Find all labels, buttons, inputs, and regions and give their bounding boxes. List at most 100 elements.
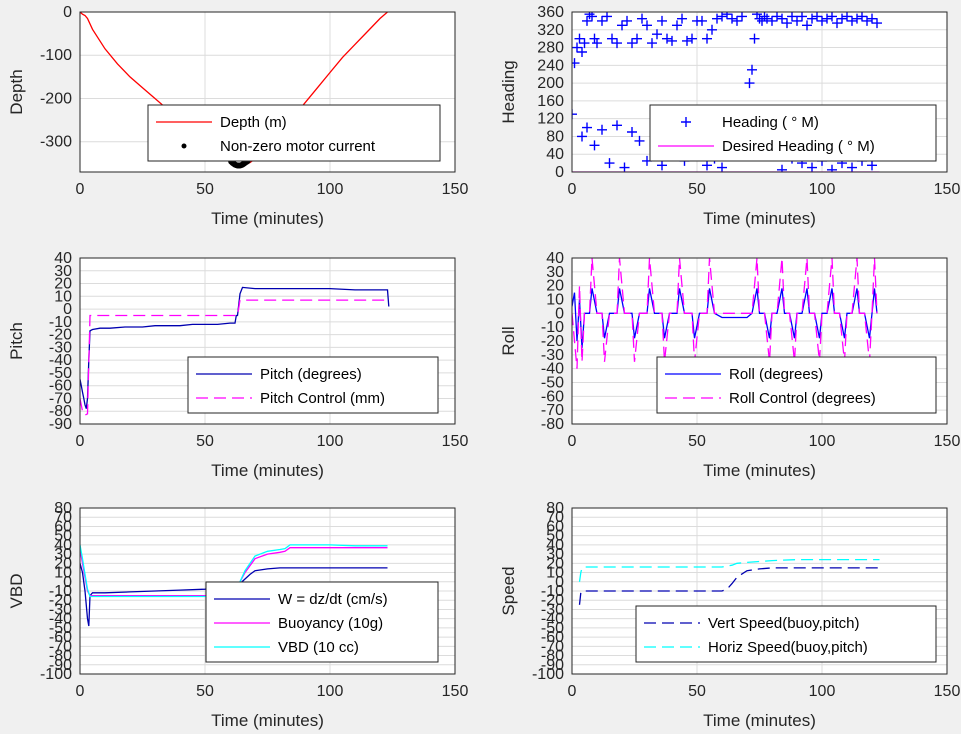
y-axis-label: VBD	[7, 574, 26, 609]
x-tick-label: 150	[442, 683, 469, 700]
x-tick-label: 50	[196, 683, 214, 700]
x-axis-label: Time (minutes)	[703, 461, 816, 480]
legend-marker	[181, 143, 187, 149]
legend-label: VBD (10 cc)	[278, 639, 359, 656]
data-point	[807, 162, 817, 172]
legend-box	[147, 104, 441, 162]
data-point	[812, 12, 822, 22]
y-tick-label: -40	[541, 611, 564, 628]
y-tick-label: -10	[541, 583, 564, 600]
x-axis-label: Time (minutes)	[211, 461, 324, 480]
x-tick-label: 100	[317, 433, 344, 450]
chart-pitch: 0 50 100 150403020100-10-20-30-40-50-60-70-…	[7, 250, 468, 480]
y-tick-label: 0	[555, 164, 564, 181]
y-tick-label: 120	[537, 111, 564, 128]
x-tick-label: 0	[568, 683, 577, 700]
data-point	[574, 33, 585, 44]
y-tick-label: -40	[49, 352, 72, 369]
x-tick-label: 0	[568, 433, 577, 450]
series-roll-1	[572, 258, 878, 369]
y-tick-label: 10	[54, 565, 72, 582]
data-point	[632, 33, 642, 44]
data-point	[582, 15, 592, 26]
data-point	[827, 164, 837, 172]
legend: W = dz/dt (cm/s) Buoyancy (10g) VBD (10 cc…	[205, 581, 439, 663]
legend: Vert Speed(buoy,pitch) Horiz Speed(buoy,p…	[635, 605, 937, 663]
data-point	[617, 20, 627, 31]
data-point	[602, 12, 612, 22]
y-tick-label: -60	[541, 388, 564, 405]
data-point	[767, 15, 777, 26]
y-tick-label: 80	[546, 500, 564, 517]
y-tick-label: 20	[546, 278, 564, 295]
y-tick-label: 10	[54, 288, 72, 305]
chart-depth: 0 50 100 150 0 -100 -200 -300 Time (minutes) Dept…	[7, 4, 468, 228]
data-point	[777, 13, 787, 24]
y-tick-label: 0	[63, 4, 72, 21]
axes-box	[571, 507, 948, 675]
y-tick-label: -60	[49, 629, 72, 646]
data-point	[857, 12, 867, 22]
chart-vbd: 0 50 100 15080706050403020100-10-20-30-40-5…	[7, 500, 468, 730]
chart-heading: 0 50 100 15004080120160200240280320360Time …	[499, 4, 960, 228]
legend-label: Vert Speed(buoy,pitch)	[708, 615, 859, 632]
data-point	[619, 162, 630, 172]
y-axis-label: Heading	[499, 60, 518, 123]
data-point	[777, 164, 787, 172]
legend-box	[205, 581, 439, 663]
y-tick-label: 0	[555, 305, 564, 322]
y-tick-label: 80	[54, 500, 72, 517]
y-tick-label: 40	[546, 250, 564, 267]
data-point	[717, 162, 727, 172]
data-point	[822, 13, 832, 24]
data-point	[572, 58, 580, 69]
data-point	[797, 12, 807, 22]
data-point	[772, 12, 782, 22]
legend-label: Heading ( ° M)	[722, 114, 819, 131]
x-tick-label: 0	[76, 181, 85, 198]
y-tick-label: 40	[546, 146, 564, 163]
data-point	[707, 24, 717, 35]
data-point	[657, 15, 667, 26]
legend-label: Horiz Speed(buoy,pitch)	[708, 639, 868, 656]
y-tick-label: -300	[40, 134, 72, 151]
data-point	[612, 120, 622, 131]
data-point	[677, 13, 687, 24]
data-point	[657, 160, 667, 171]
data-point	[584, 12, 595, 20]
data-point	[727, 13, 737, 24]
data-point	[572, 42, 582, 53]
y-axis-label: Speed	[499, 566, 518, 615]
y-tick-label: 360	[537, 4, 564, 21]
data-point	[604, 158, 615, 169]
data-point	[862, 15, 872, 26]
y-tick-label: -100	[532, 666, 564, 683]
data-point	[597, 124, 607, 135]
y-tick-label: 50	[546, 528, 564, 545]
y-tick-label: -70	[49, 390, 72, 407]
y-tick-label: 60	[546, 518, 564, 535]
data-point	[757, 15, 767, 26]
data-point	[627, 127, 637, 137]
y-tick-label: 30	[546, 546, 564, 563]
data-point	[577, 131, 587, 142]
legend-label: Roll Control (degrees)	[729, 390, 876, 407]
legend-label: Desired Heading ( ° M)	[722, 138, 875, 155]
data-point	[572, 109, 577, 120]
legend-label: Non-zero motor current	[220, 138, 376, 155]
data-point	[642, 20, 652, 31]
y-tick-label: -90	[541, 657, 564, 674]
data-point	[697, 15, 707, 26]
series-roll-0	[572, 288, 878, 348]
x-tick-label: 50	[196, 181, 214, 198]
data-point	[597, 15, 607, 26]
x-axis-label: Time (minutes)	[211, 711, 324, 730]
y-tick-label: 280	[537, 40, 564, 57]
y-tick-label: -50	[49, 365, 72, 382]
data-point	[652, 29, 662, 40]
chart-roll: 0 50 100 150403020100-10-20-30-40-50-60-70-…	[499, 250, 960, 480]
series-group	[572, 258, 878, 369]
y-tick-label: 20	[54, 555, 72, 572]
y-tick-label: -10	[49, 314, 72, 331]
